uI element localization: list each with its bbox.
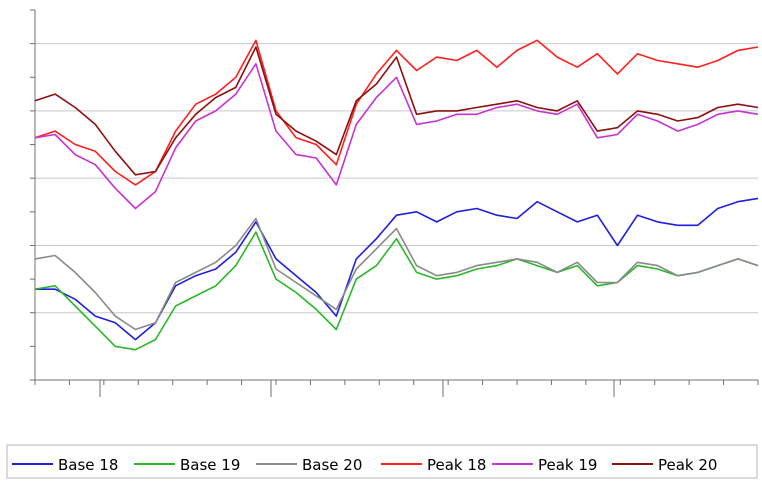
series-line-base-20 [34,217,759,331]
legend-label-base-19: Base 19 [180,456,240,474]
legend-label-base-18: Base 18 [58,456,118,474]
legend-label-peak-20: Peak 20 [658,456,717,474]
grid-lines [35,43,758,314]
series-line-peak-19 [34,62,759,210]
legend-label-peak-18: Peak 18 [427,456,486,474]
series-line-base-19 [34,231,759,351]
series-lines [34,39,759,351]
legend: Base 18 Base 19 Base 20 Peak 18 Peak 19 Peak … [6,444,758,479]
series-line-base-18 [35,197,759,341]
series-line-peak-20 [34,46,759,176]
axes [30,9,759,397]
legend-label-peak-19: Peak 19 [538,456,597,474]
legend-box [6,444,758,479]
legend-label-base-20: Base 20 [302,456,362,474]
